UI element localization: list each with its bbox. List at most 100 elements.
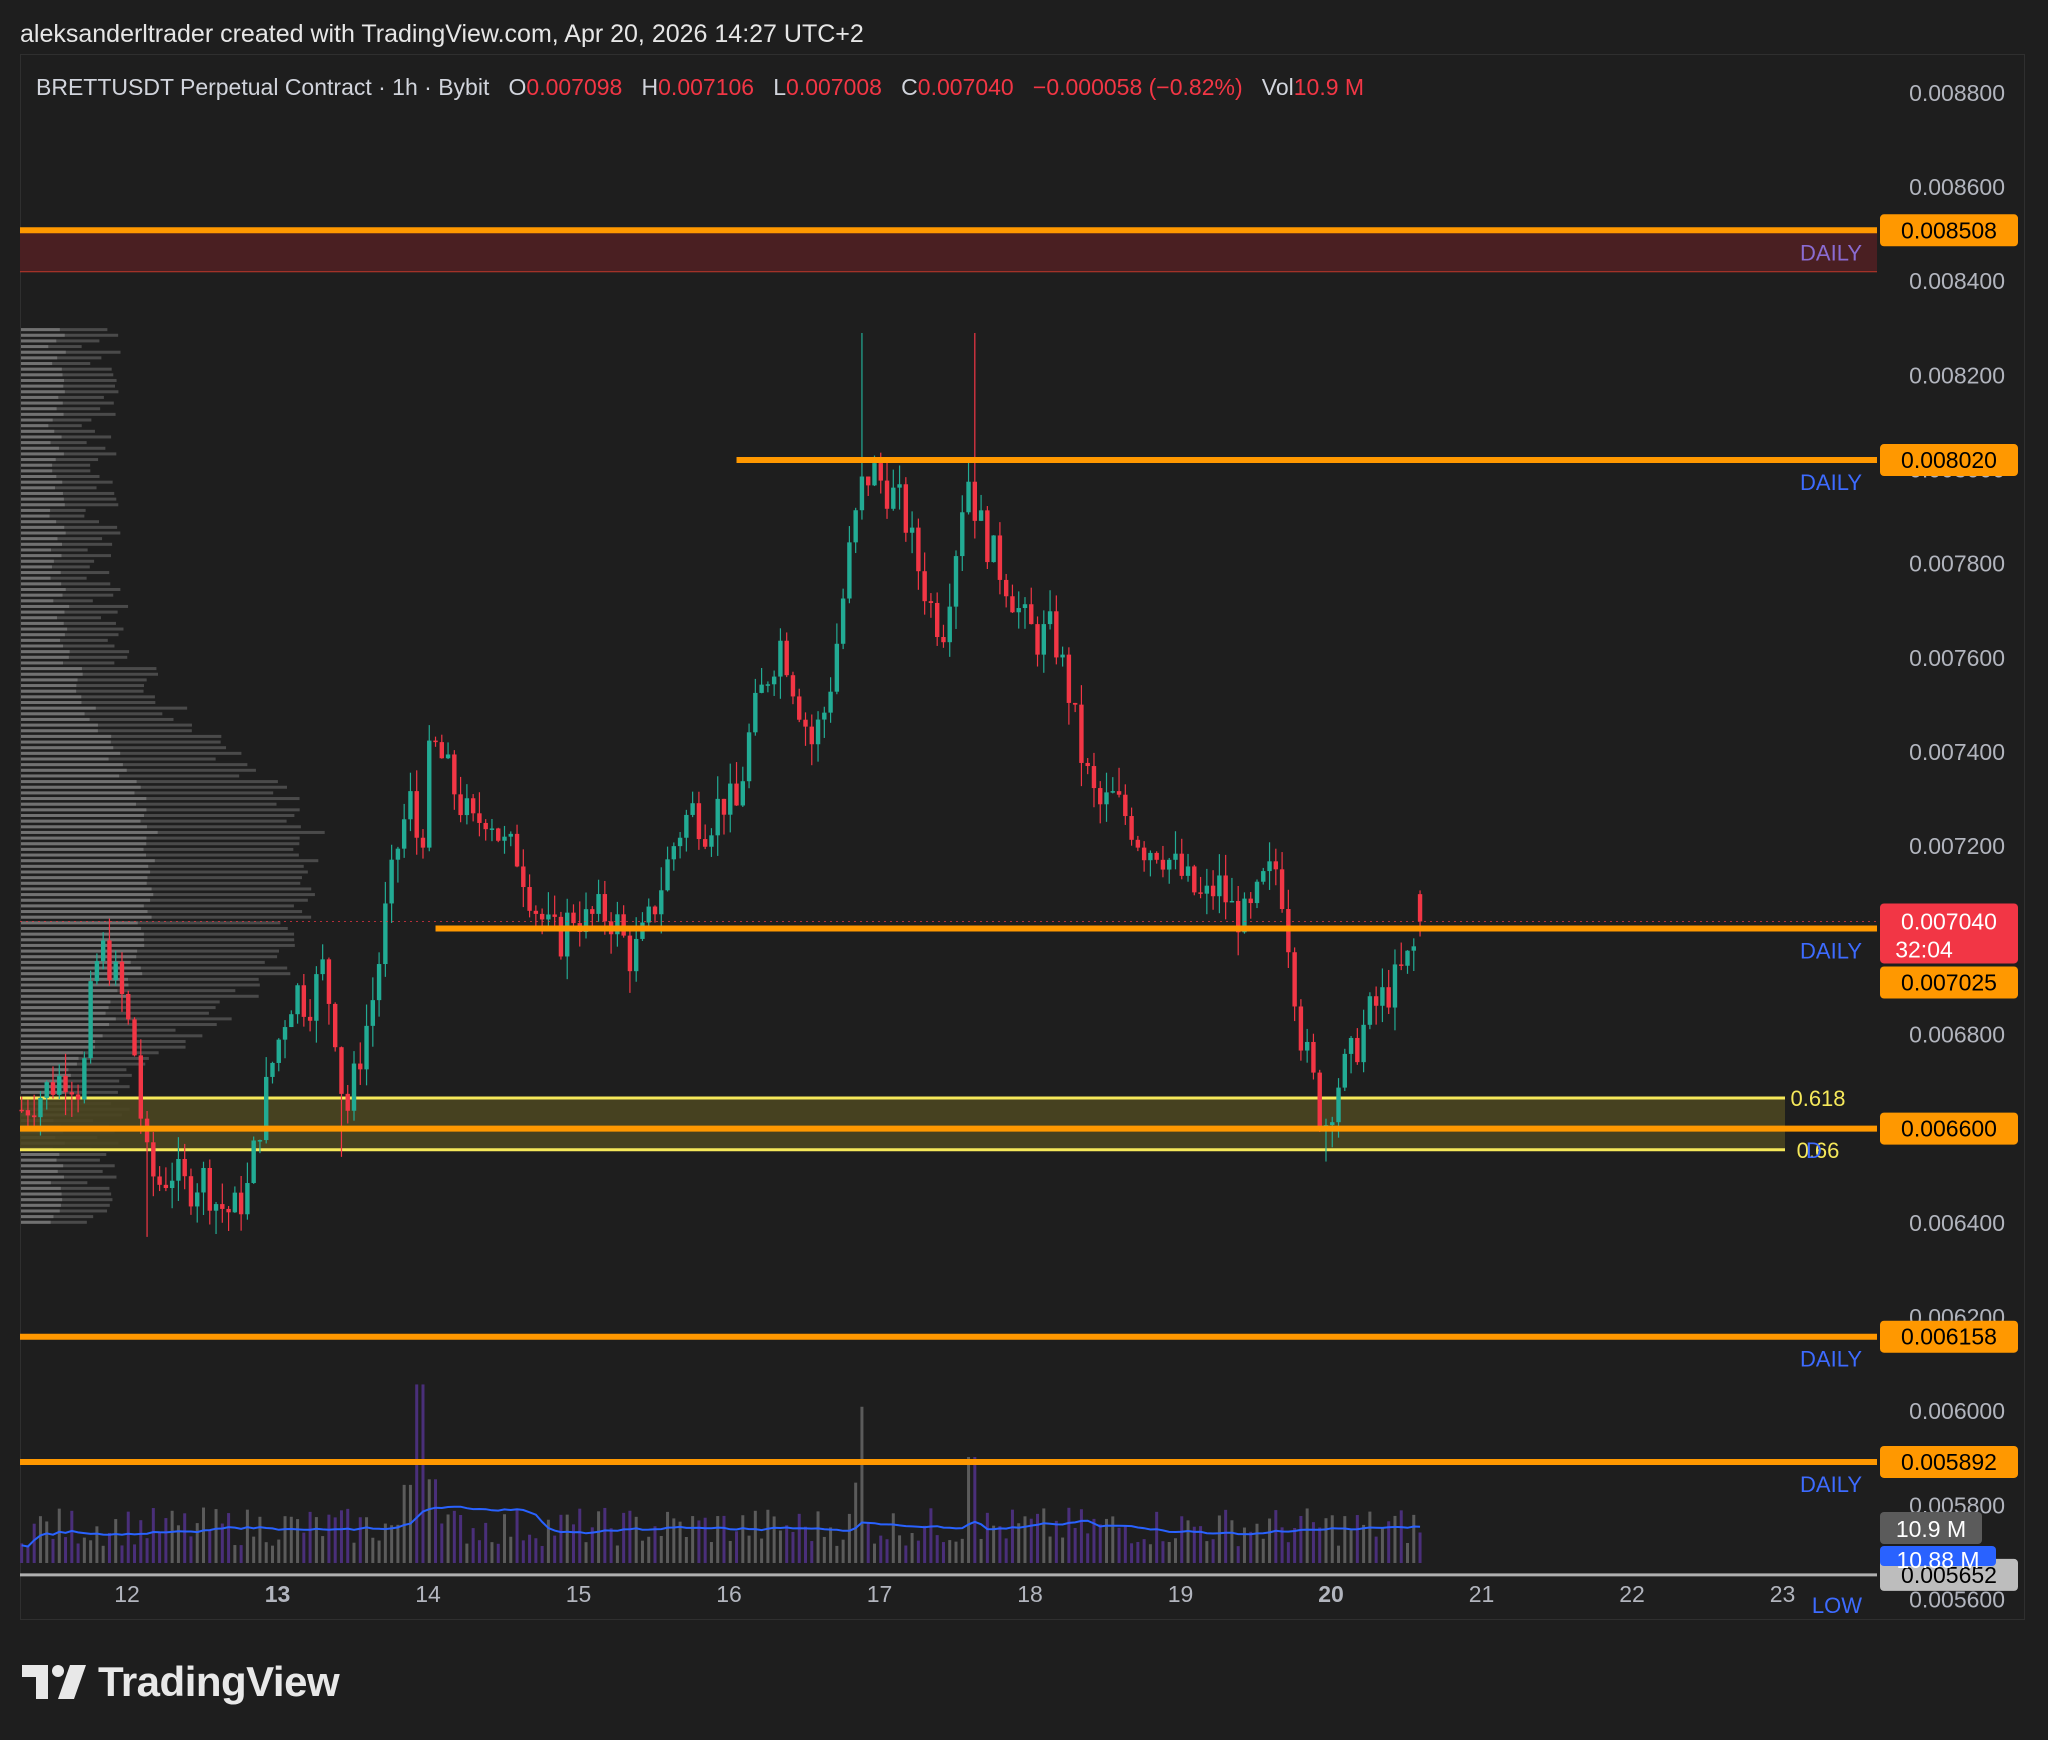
volume-profile-bar bbox=[21, 729, 98, 733]
volume-profile-bar bbox=[21, 554, 111, 558]
volume-profile-bar bbox=[21, 1051, 83, 1055]
volume-profile-bar bbox=[21, 893, 315, 897]
volume-profile-bar bbox=[21, 746, 114, 750]
volume-profile-bar bbox=[21, 859, 155, 863]
candle-body bbox=[1336, 1087, 1341, 1123]
volume-profile-bar bbox=[21, 373, 114, 377]
volume-profile-bar bbox=[21, 689, 77, 693]
candle-body bbox=[596, 894, 601, 914]
volume-bar bbox=[1067, 1507, 1071, 1563]
volume-profile-bar bbox=[21, 350, 66, 354]
volume-profile-bar bbox=[21, 836, 300, 840]
volume-profile-bar bbox=[21, 797, 300, 801]
candle-body bbox=[1091, 766, 1097, 789]
fib-zone-fill bbox=[20, 1098, 1785, 1150]
chart-frame[interactable] bbox=[20, 54, 2025, 1620]
volume-bar bbox=[609, 1528, 613, 1563]
level-lines[interactable]: DAILY DAILY DAILY DAILY DAILY LOW bbox=[20, 227, 1877, 1618]
volume-profile-bar bbox=[21, 384, 64, 388]
candle-body bbox=[878, 463, 883, 481]
tradingview-brand-text: TradingView bbox=[98, 1658, 340, 1705]
candle-body bbox=[1248, 898, 1253, 904]
volume-profile-bar bbox=[21, 367, 62, 371]
volume-profile-bar bbox=[21, 384, 116, 388]
close-label: C bbox=[901, 74, 918, 100]
volume-profile-bar bbox=[21, 1028, 176, 1032]
candle-body bbox=[358, 1063, 363, 1070]
volume-profile-bar bbox=[21, 333, 65, 337]
volume-bar bbox=[1186, 1520, 1190, 1563]
low-tag: 0.005652 bbox=[1901, 1562, 1997, 1588]
volume-bar bbox=[578, 1508, 582, 1563]
tradingview-logo[interactable]: TradingView bbox=[22, 1658, 340, 1706]
level-tag-0.008020-bg bbox=[1880, 444, 2018, 477]
volume-bar bbox=[785, 1525, 789, 1563]
candle-body bbox=[163, 1184, 169, 1189]
volume-bar bbox=[208, 1529, 212, 1563]
candle-body bbox=[1148, 852, 1153, 861]
volume-bar bbox=[1117, 1527, 1121, 1563]
volume-bar bbox=[603, 1507, 607, 1563]
candle-body bbox=[213, 1204, 219, 1211]
volume-bar bbox=[1268, 1518, 1272, 1563]
volume-profile-bar bbox=[21, 712, 85, 716]
volume-profile-bar bbox=[21, 356, 102, 360]
volume-profile-bar bbox=[21, 1203, 110, 1207]
volume-profile-bar bbox=[21, 638, 61, 642]
level-note-0.007025: DAILY bbox=[1800, 939, 1862, 964]
candle-body bbox=[1016, 608, 1021, 613]
volume-bar bbox=[1318, 1527, 1322, 1563]
volume-bar bbox=[1004, 1538, 1008, 1563]
candle-body bbox=[828, 691, 833, 713]
candle-body bbox=[822, 712, 827, 720]
candle-body bbox=[1167, 859, 1172, 870]
volume-bar bbox=[1054, 1520, 1058, 1563]
volume-bar bbox=[427, 1479, 431, 1563]
candle-body bbox=[57, 1075, 62, 1095]
volume-profile-bar bbox=[21, 390, 119, 394]
time-tick-label-17: 17 bbox=[867, 1581, 893, 1607]
volume-bar bbox=[1280, 1527, 1284, 1563]
volume-profile-bar bbox=[21, 463, 53, 467]
volume-profile-bar bbox=[21, 763, 248, 767]
level-tag-0.008508-bg bbox=[1880, 214, 2018, 247]
price-axis[interactable]: 0.0088000.0086000.0084000.0082000.008000… bbox=[1909, 80, 2005, 1613]
symbol-title[interactable]: BRETTUSDT Perpetual Contract · 1h · Bybi… bbox=[36, 74, 490, 100]
candle-body bbox=[690, 803, 695, 815]
candle-body bbox=[282, 1027, 288, 1040]
volume-bar bbox=[923, 1525, 927, 1563]
volume-bar bbox=[314, 1517, 318, 1563]
volume-bar bbox=[898, 1535, 902, 1563]
volume-profile-bar bbox=[21, 746, 227, 750]
volume-profile-bar bbox=[21, 520, 57, 524]
volume-bar bbox=[339, 1510, 343, 1563]
candle-body bbox=[345, 1093, 350, 1111]
volume-profile-bar bbox=[21, 362, 91, 366]
volume-profile-bar bbox=[21, 412, 64, 416]
time-axis[interactable]: 12 13 14 15 16 17 18 19 20 21 22 23 bbox=[114, 1581, 1795, 1607]
volume-profile-bar bbox=[21, 1034, 103, 1038]
candle-body bbox=[383, 903, 388, 965]
volume-bar bbox=[1180, 1516, 1184, 1563]
volume-bar bbox=[1330, 1515, 1334, 1563]
volume-profile-bar bbox=[21, 616, 57, 620]
candle-body bbox=[489, 828, 495, 830]
candle-body bbox=[784, 640, 789, 676]
candle-body bbox=[508, 833, 513, 837]
volume-profile-bar bbox=[21, 1011, 106, 1015]
volume-profile-bar bbox=[21, 910, 148, 914]
candle-body bbox=[1041, 624, 1046, 655]
candle-body bbox=[677, 837, 683, 847]
volume-profile-bar bbox=[21, 1186, 110, 1190]
volume-profile-bar bbox=[21, 723, 192, 727]
volume-profile-bar bbox=[21, 469, 91, 473]
volume-profile-bar bbox=[21, 830, 325, 834]
volume-profile-bar bbox=[21, 418, 53, 422]
volume-bar bbox=[446, 1514, 450, 1563]
candle-body bbox=[652, 906, 658, 915]
volume-profile-bar bbox=[21, 825, 301, 829]
volume-bar bbox=[371, 1537, 375, 1563]
volume-profile-bar bbox=[21, 955, 137, 959]
volume-profile-bar bbox=[21, 859, 319, 863]
